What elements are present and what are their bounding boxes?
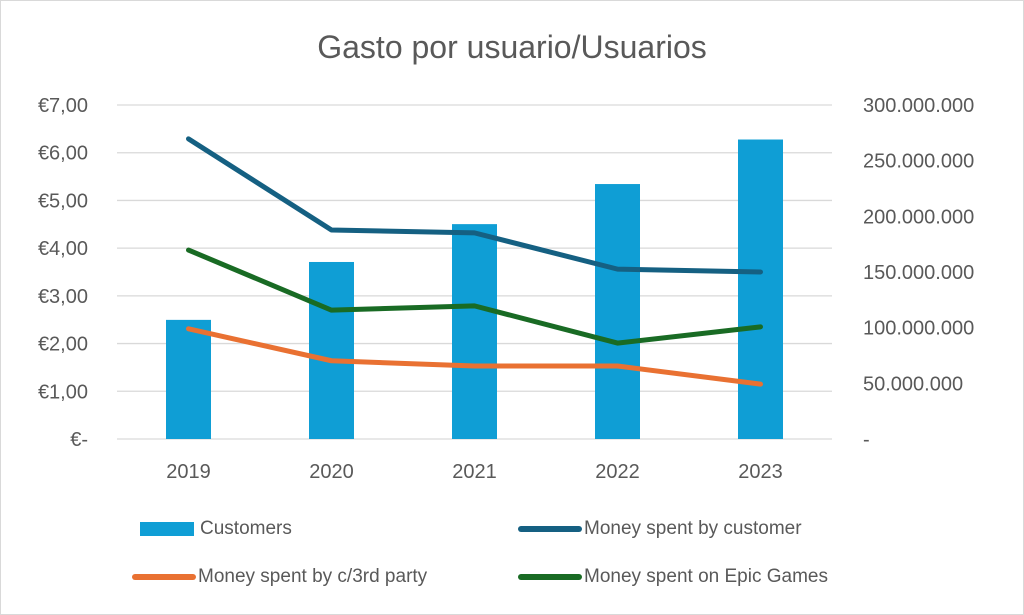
legend-item-money-spent-by-customer: Money spent by customer <box>518 518 802 540</box>
x-tick-label: 2020 <box>309 461 354 483</box>
left-tick-label: €5,00 <box>38 190 88 212</box>
legend-swatch-icon <box>518 574 582 580</box>
bar <box>738 139 783 439</box>
x-axis: 2019 2020 2021 2022 2023 <box>166 461 783 483</box>
left-tick-label: €3,00 <box>38 286 88 308</box>
x-tick-label: 2023 <box>738 461 783 483</box>
right-tick-label: 100.000.000 <box>863 318 974 340</box>
x-tick-label: 2021 <box>452 461 497 483</box>
legend-item-money-spent-by-3rd-party: Money spent by c/3rd party <box>132 566 427 588</box>
legend-item-customers: Customers <box>140 518 292 540</box>
bar <box>452 224 497 439</box>
x-tick-label: 2022 <box>595 461 640 483</box>
line-series <box>186 136 763 387</box>
line-money-spent-on-epic-games <box>186 247 763 346</box>
legend-label: Money spent on Epic Games <box>584 566 828 587</box>
left-tick-label: €- <box>70 429 88 451</box>
line-money-spent-by-customer <box>186 136 763 275</box>
right-tick-label: 150.000.000 <box>863 262 974 284</box>
legend-swatch-icon <box>518 526 582 532</box>
legend-item-money-spent-on-epic-games: Money spent on Epic Games <box>518 566 828 588</box>
legend-swatch-icon <box>140 522 194 536</box>
right-tick-label: 250.000.000 <box>863 151 974 173</box>
left-tick-label: €1,00 <box>38 381 88 403</box>
bar <box>309 261 354 439</box>
left-tick-label: €4,00 <box>38 238 88 260</box>
left-tick-label: €2,00 <box>38 334 88 356</box>
bar <box>595 184 640 439</box>
legend-label: Money spent by customer <box>584 518 802 539</box>
left-tick-label: €7,00 <box>38 95 88 117</box>
left-axis: €- €1,00 €2,00 €3,00 €4,00 €5,00 €6,00 €7,00 <box>38 95 88 451</box>
right-tick-label: 300.000.000 <box>863 95 974 117</box>
x-tick-label: 2019 <box>166 461 211 483</box>
legend-label: Customers <box>200 518 292 539</box>
bar-series-customers <box>166 139 783 439</box>
right-tick-label: 200.000.000 <box>863 206 974 228</box>
legend-label: Money spent by c/3rd party <box>198 566 428 587</box>
chart-title: Gasto por usuario/Usuarios <box>317 29 707 65</box>
left-tick-label: €6,00 <box>38 143 88 165</box>
right-axis: - 50.000.000 100.000.000 150.000.000 200.000… <box>863 95 974 451</box>
line-money-spent-by-c-3rd-party <box>186 326 763 387</box>
right-tick-label: 50.000.000 <box>863 373 963 395</box>
bar <box>166 319 211 439</box>
right-tick-label: - <box>863 429 870 451</box>
legend-swatch-icon <box>132 574 196 580</box>
